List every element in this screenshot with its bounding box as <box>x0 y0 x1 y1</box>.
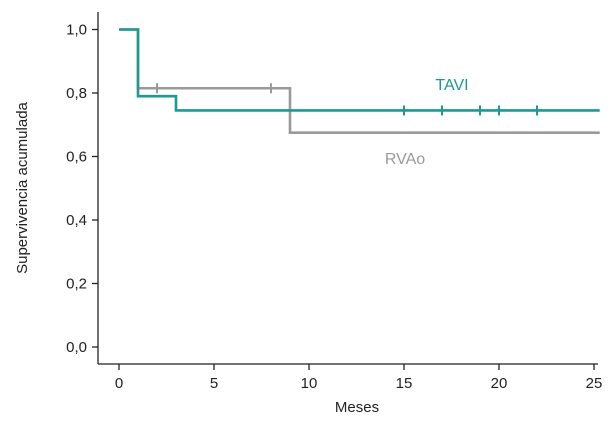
x-ticks: 0 5 10 15 20 25 <box>115 364 603 392</box>
x-tick-label: 10 <box>301 375 318 392</box>
y-tick-label: 0,2 <box>66 276 87 293</box>
x-tick-label: 20 <box>491 375 508 392</box>
y-tick-label: 0,4 <box>66 212 87 229</box>
axes <box>97 12 598 365</box>
series-line-tavi <box>119 28 600 112</box>
x-tick-label: 15 <box>396 375 413 392</box>
y-axis-title: Supervivencia acumulada <box>14 101 31 273</box>
series-line-rvao <box>119 28 600 134</box>
y-tick-label: 0,0 <box>66 339 87 356</box>
series-label-tavi: TAVI <box>435 77 468 94</box>
y-tick-label: 0,8 <box>66 85 87 102</box>
y-ticks: 0,0 0,2 0,4 0,6 0,8 1,0 <box>66 22 98 356</box>
x-tick-label: 5 <box>210 375 218 392</box>
x-axis-title: Meses <box>335 399 379 416</box>
y-tick-label: 1,0 <box>66 22 87 39</box>
x-tick-label: 25 <box>586 375 603 392</box>
y-tick-label: 0,6 <box>66 149 87 166</box>
series-label-rvao: RVAo <box>385 151 425 168</box>
series-layer <box>119 28 600 134</box>
x-tick-label: 0 <box>115 375 123 392</box>
